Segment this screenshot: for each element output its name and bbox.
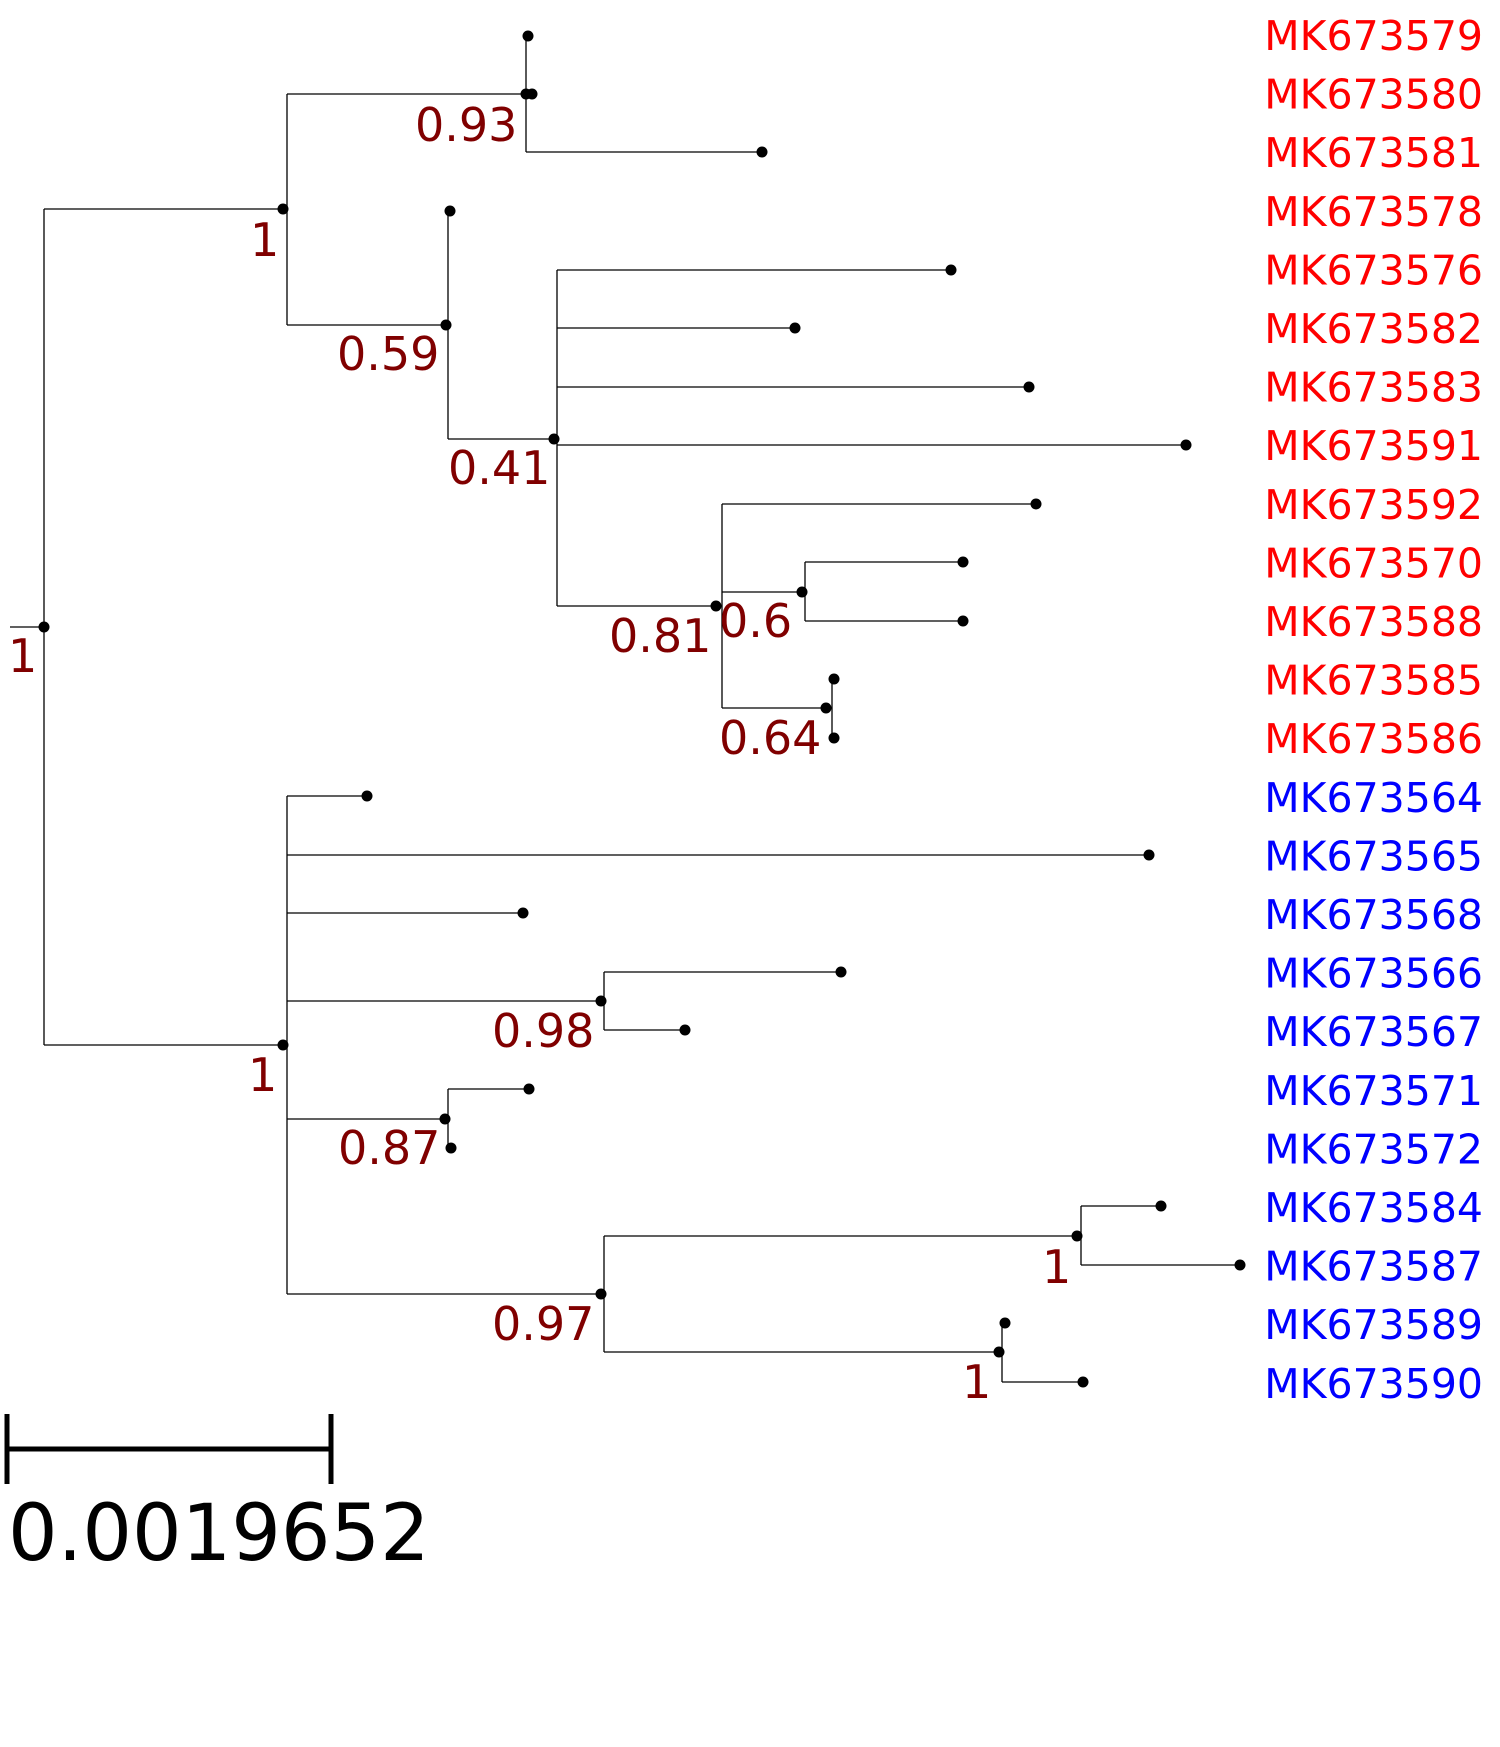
leaf-dot-MK673590 [1077,1376,1089,1388]
leaf-label-MK673565: MK673565 [1264,832,1483,880]
node-clade081 [710,600,722,612]
leaf-label-MK673579: MK673579 [1264,12,1483,60]
support-value: 1 [962,1355,991,1409]
node-clade098 [595,995,607,1007]
leaf-dot-MK673588 [957,615,969,627]
leaf-label-MK673570: MK673570 [1264,539,1483,587]
leaf-dot-MK673572 [445,1142,457,1154]
node-clade06 [796,586,808,598]
leaf-dot-MK673571 [523,1083,535,1095]
leaf-label-MK673585: MK673585 [1264,657,1483,705]
node-clade093-b [526,88,538,100]
node-root [38,621,50,633]
node-clade087 [439,1113,451,1125]
leaf-label-MK673571: MK673571 [1264,1067,1483,1115]
leaf-label-MK673584: MK673584 [1264,1184,1483,1232]
leaf-label-MK673592: MK673592 [1264,481,1483,529]
support-value: 0.59 [337,327,439,381]
leaf-dot-MK673567 [679,1024,691,1036]
leaf-label-MK673588: MK673588 [1264,598,1483,646]
leaf-label-MK673591: MK673591 [1264,422,1483,470]
support-value: 0.97 [492,1297,594,1351]
leaf-dot-MK673583 [1023,381,1035,393]
leaf-dot-MK673587 [1234,1259,1246,1271]
leaf-dot-MK673581 [756,146,768,158]
support-value: 0.6 [719,594,792,648]
scale-bar-label: 0.0019652 [8,1489,430,1579]
support-value: 0.93 [415,98,517,152]
leaf-label-MK673583: MK673583 [1264,364,1483,412]
leaf-label-MK673586: MK673586 [1264,715,1483,763]
node-groupB [277,1039,289,1051]
leaf-label-MK673568: MK673568 [1264,891,1483,939]
leaf-dot-MK673582 [789,322,801,334]
support-value: 0.87 [338,1121,440,1175]
node-clade1b [993,1346,1005,1358]
leaf-label-MK673589: MK673589 [1264,1301,1483,1349]
leaf-dot-MK673585 [828,673,840,685]
leaf-dot-MK673566 [835,966,847,978]
leaf-dot-MK673589 [999,1317,1011,1329]
node-groupA [277,203,289,215]
leaf-dot-MK673592 [1030,498,1042,510]
leaf-label-MK673572: MK673572 [1264,1125,1483,1173]
leaf-labels: MK673579 MK673580 MK673581 MK673578 MK673576… [1264,12,1483,1408]
leaf-dot-MK673586 [828,732,840,744]
leaf-label-MK673582: MK673582 [1264,305,1483,353]
leaf-label-MK673580: MK673580 [1264,71,1483,119]
leaf-label-MK673581: MK673581 [1264,129,1483,177]
leaf-dot-MK673584 [1155,1200,1167,1212]
leaf-label-MK673567: MK673567 [1264,1008,1483,1056]
support-value: 1 [248,1048,277,1102]
leaf-dot-MK673576 [945,264,957,276]
leaf-label-MK673576: MK673576 [1264,246,1483,294]
leaf-dot-MK673568 [517,907,529,919]
support-value: 0.41 [448,441,550,495]
scale-bar: 0.0019652 [4,1414,430,1579]
leaf-label-MK673564: MK673564 [1264,774,1483,822]
leaf-label-MK673566: MK673566 [1264,950,1483,998]
leaf-dot-MK673570 [957,556,969,568]
node-clade041 [548,433,560,445]
leaf-dot-MK673565 [1143,849,1155,861]
leaf-label-MK673587: MK673587 [1264,1243,1483,1291]
leaf-label-MK673590: MK673590 [1264,1360,1483,1408]
tree-nodes [38,30,1246,1388]
node-clade059 [440,319,452,331]
support-value: 0.64 [719,711,821,765]
leaf-dot-MK673579 [522,30,534,42]
leaf-dot-MK673578 [444,205,456,217]
tree-branches [10,36,1240,1383]
leaf-dot-MK673564 [361,790,373,802]
support-value: 1 [250,213,279,267]
leaf-dot-MK673591 [1180,439,1192,451]
support-value: 1 [1042,1240,1071,1294]
support-value: 0.81 [609,609,711,663]
support-value: 1 [8,629,37,683]
support-values: 1 1 0.93 0.59 0.41 0.81 0.6 0.64 1 0.98 0.87 0.97 1 1 [8,98,1071,1409]
node-clade097 [595,1288,607,1300]
support-value: 0.98 [492,1004,594,1058]
node-clade064 [820,702,832,714]
leaf-label-MK673578: MK673578 [1264,188,1483,236]
node-clade1a [1071,1230,1083,1242]
